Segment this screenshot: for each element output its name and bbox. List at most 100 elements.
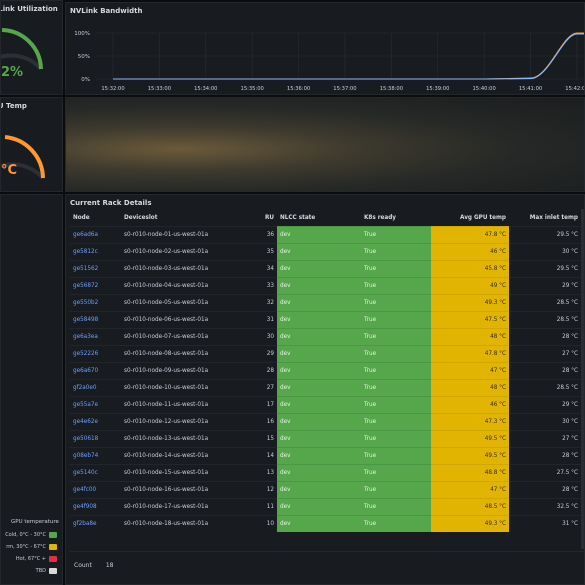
count-value: 18 xyxy=(105,562,114,569)
table-row[interactable]: ge51562 s0-r010-node-03-us-west-01a 34 dev T… xyxy=(70,259,581,277)
cell-node[interactable]: ge52226 xyxy=(70,344,121,362)
cell-max-inlet-temp: 27 °C xyxy=(509,344,581,362)
current-rack-details-panel: Current Rack Details Node Deviceslot RU … xyxy=(65,194,585,585)
cell-node[interactable]: ge6a3ea xyxy=(70,327,121,345)
cell-avg-gpu-temp: 47.8 °C xyxy=(431,344,509,362)
header-nlcc-state[interactable]: NLCC state xyxy=(280,215,316,222)
cell-k8s-ready: True xyxy=(361,514,431,532)
legend-item-tbd: TBD xyxy=(36,568,57,574)
cell-deviceslot: s0-r010-node-12-us-west-01a xyxy=(121,412,261,430)
nvlink-bandwidth-chart[interactable]: 100% 50% 0% 15:32:00 15:33:00 15:34:00 15:35:0… xyxy=(66,3,585,95)
cell-avg-gpu-temp: 47 °C xyxy=(431,361,509,379)
cell-ru: 10 xyxy=(261,514,277,532)
cell-ru: 34 xyxy=(261,259,277,277)
panel-title: GPU Temp xyxy=(1,102,27,110)
cell-node[interactable]: ge6a670 xyxy=(70,361,121,379)
x-tick-label: 15:40:00 xyxy=(472,86,495,92)
cell-node[interactable]: gf2ba8e xyxy=(70,514,121,532)
cell-node[interactable]: ge6ad6a xyxy=(70,225,121,243)
table-row[interactable]: ge50618 s0-r010-node-13-us-west-01a 15 dev T… xyxy=(70,429,581,447)
x-tick-label: 15:41:00 xyxy=(519,86,542,92)
utilization-gauge xyxy=(1,28,43,71)
cell-node[interactable]: ge4f908 xyxy=(70,497,121,515)
cell-node[interactable]: ge55a7e xyxy=(70,395,121,413)
table-row[interactable]: ge58498 s0-r010-node-06-us-west-01a 31 dev T… xyxy=(70,310,581,328)
legend-label: rm, 30°C - 67°C xyxy=(6,544,46,550)
cell-node[interactable]: ge4fc00 xyxy=(70,480,121,498)
table-row[interactable]: ge4fc00 s0-r010-node-16-us-west-01a 12 dev T… xyxy=(70,480,581,498)
table-row[interactable]: ge6a670 s0-r010-node-09-us-west-01a 28 dev T… xyxy=(70,361,581,379)
legend-item-warm: rm, 30°C - 67°C xyxy=(6,544,57,550)
table-row[interactable]: ge550b2 s0-r010-node-05-us-west-01a 32 dev T… xyxy=(70,293,581,311)
panel-title: NVLink Utilization xyxy=(1,5,58,13)
cell-node[interactable]: ge51562 xyxy=(70,259,121,277)
header-ru[interactable]: RU xyxy=(265,215,274,222)
cell-max-inlet-temp: 28 °C xyxy=(509,446,581,464)
cell-nlcc-state: dev xyxy=(277,378,361,396)
temp-value: °C xyxy=(1,163,18,178)
legend-label: Hot, 67°C + xyxy=(15,556,46,562)
x-tick-label: 15:33:00 xyxy=(148,86,171,92)
cell-max-inlet-temp: 32.5 °C xyxy=(509,497,581,515)
cell-nlcc-state: dev xyxy=(277,344,361,362)
table-row[interactable]: ge4e62e s0-r010-node-12-us-west-01a 16 dev T… xyxy=(70,412,581,430)
x-tick-label: 15:35:00 xyxy=(241,86,264,92)
cell-deviceslot: s0-r010-node-06-us-west-01a xyxy=(121,310,261,328)
table-row[interactable]: gf2ba8e s0-r010-node-18-us-west-01a 10 dev T… xyxy=(70,514,581,532)
cell-deviceslot: s0-r010-node-18-us-west-01a xyxy=(121,514,261,532)
table-row[interactable]: ge6a3ea s0-r010-node-07-us-west-01a 30 dev T… xyxy=(70,327,581,345)
temperature-legend-panel: GPU temperature Cold, 0°C - 30°C rm, 30°… xyxy=(0,194,63,585)
cell-k8s-ready: True xyxy=(361,361,431,379)
table-row[interactable]: ge5140c s0-r010-node-15-us-west-01a 13 dev T… xyxy=(70,463,581,481)
cell-node[interactable]: ge56872 xyxy=(70,276,121,294)
cell-ru: 16 xyxy=(261,412,277,430)
cell-node[interactable]: ge4e62e xyxy=(70,412,121,430)
cell-k8s-ready: True xyxy=(361,446,431,464)
cell-deviceslot: s0-r010-node-07-us-west-01a xyxy=(121,327,261,345)
header-avg-gpu-temp[interactable]: Avg GPU temp xyxy=(460,215,506,222)
cell-k8s-ready: True xyxy=(361,463,431,481)
cell-k8s-ready: True xyxy=(361,497,431,515)
table-row[interactable]: g08eb74 s0-r010-node-14-us-west-01a 14 dev T… xyxy=(70,446,581,464)
header-k8s-ready[interactable]: K8s ready xyxy=(364,215,397,222)
cell-nlcc-state: dev xyxy=(277,497,361,515)
cell-node[interactable]: gf2a0e0 xyxy=(70,378,121,396)
cell-avg-gpu-temp: 47.3 °C xyxy=(431,412,509,430)
cell-nlcc-state: dev xyxy=(277,361,361,379)
footer-divider xyxy=(70,551,584,552)
table-row[interactable]: ge5812c s0-r010-node-02-us-west-01a 35 dev T… xyxy=(70,242,581,260)
table-scrollbar[interactable] xyxy=(581,209,584,549)
table-row[interactable]: ge6ad6a s0-r010-node-01-us-west-01a 36 dev T… xyxy=(70,225,581,243)
table-row[interactable]: ge52226 s0-r010-node-08-us-west-01a 29 dev T… xyxy=(70,344,581,362)
x-tick-label: 15:39:00 xyxy=(426,86,449,92)
cell-node[interactable]: ge550b2 xyxy=(70,293,121,311)
cell-avg-gpu-temp: 45.8 °C xyxy=(431,259,509,277)
cell-deviceslot: s0-r010-node-14-us-west-01a xyxy=(121,446,261,464)
legend-swatch xyxy=(49,544,57,550)
header-deviceslot[interactable]: Deviceslot xyxy=(124,215,158,222)
table-row[interactable]: ge55a7e s0-r010-node-11-us-west-01a 17 dev T… xyxy=(70,395,581,413)
table-row[interactable]: ge4f908 s0-r010-node-17-us-west-01a 11 dev T… xyxy=(70,497,581,515)
table-row[interactable]: gf2a0e0 s0-r010-node-10-us-west-01a 27 dev T… xyxy=(70,378,581,396)
cell-deviceslot: s0-r010-node-11-us-west-01a xyxy=(121,395,261,413)
cell-nlcc-state: dev xyxy=(277,463,361,481)
cell-avg-gpu-temp: 48 °C xyxy=(431,327,509,345)
cell-node[interactable]: ge50618 xyxy=(70,429,121,447)
cell-nlcc-state: dev xyxy=(277,327,361,345)
legend-swatch xyxy=(49,556,57,562)
table-row[interactable]: ge56872 s0-r010-node-04-us-west-01a 33 dev T… xyxy=(70,276,581,294)
cell-deviceslot: s0-r010-node-15-us-west-01a xyxy=(121,463,261,481)
cell-k8s-ready: True xyxy=(361,344,431,362)
cell-avg-gpu-temp: 46 °C xyxy=(431,242,509,260)
cell-node[interactable]: ge5140c xyxy=(70,463,121,481)
x-tick-label: 15:34:00 xyxy=(194,86,217,92)
header-max-inlet-temp[interactable]: Max inlet temp xyxy=(529,215,578,222)
x-tick-label: 15:32:00 xyxy=(101,86,124,92)
cell-k8s-ready: True xyxy=(361,242,431,260)
cell-node[interactable]: g08eb74 xyxy=(70,446,121,464)
cell-node[interactable]: ge58498 xyxy=(70,310,121,328)
cell-ru: 27 xyxy=(261,378,277,396)
cell-node[interactable]: ge5812c xyxy=(70,242,121,260)
legend-label: TBD xyxy=(35,568,46,574)
header-node[interactable]: Node xyxy=(73,215,90,222)
